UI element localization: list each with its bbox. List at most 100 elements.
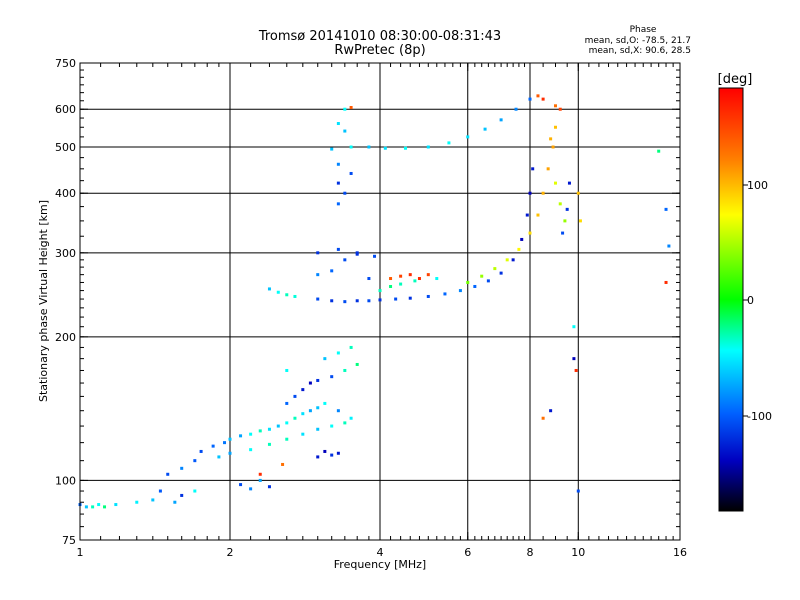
data-point	[558, 107, 562, 111]
data-point	[166, 472, 170, 476]
data-point	[572, 325, 576, 329]
data-point	[426, 294, 430, 298]
data-point	[355, 299, 359, 303]
data-point	[323, 401, 327, 405]
data-point	[316, 406, 320, 410]
data-point	[531, 167, 535, 171]
data-point	[336, 351, 340, 355]
data-point	[349, 345, 353, 349]
y-tick-label: 200	[55, 331, 76, 344]
x-tick-label: 6	[464, 546, 471, 559]
data-point	[323, 449, 327, 453]
x-tick-label: 1	[77, 546, 84, 559]
data-point	[258, 478, 262, 482]
y-tick-label: 600	[55, 103, 76, 116]
y-tick-label: 75	[62, 534, 76, 547]
data-point	[135, 500, 139, 504]
data-point	[549, 409, 553, 413]
data-point	[293, 294, 297, 298]
data-point	[330, 299, 334, 303]
data-point	[403, 146, 407, 150]
colorbar-unit-label: [deg]	[718, 72, 753, 87]
y-tick-label: 750	[55, 57, 76, 70]
colorbar	[718, 87, 744, 512]
data-point	[336, 247, 340, 251]
data-point	[293, 416, 297, 420]
data-point	[394, 297, 398, 301]
data-point	[84, 505, 88, 509]
data-point	[173, 500, 177, 504]
x-tick-label: 10	[571, 546, 585, 559]
data-point	[349, 416, 353, 420]
data-point	[336, 451, 340, 455]
data-point	[308, 381, 312, 385]
data-point	[158, 489, 162, 493]
x-tick-label: 8	[527, 546, 534, 559]
data-point	[389, 277, 393, 281]
data-point	[417, 277, 421, 281]
data-point	[316, 455, 320, 459]
data-point	[343, 129, 347, 133]
data-point	[574, 368, 578, 372]
data-point	[426, 273, 430, 277]
data-point	[267, 427, 271, 431]
data-point	[499, 118, 503, 122]
data-point	[565, 207, 569, 211]
data-point	[301, 412, 305, 416]
data-point	[525, 213, 529, 217]
data-point	[473, 284, 477, 288]
y-tick-label: 400	[55, 187, 76, 200]
data-point	[541, 416, 545, 420]
data-point	[389, 284, 393, 288]
data-point	[399, 282, 403, 286]
data-point	[316, 427, 320, 431]
data-point	[330, 424, 334, 428]
data-point	[536, 213, 540, 217]
data-point	[336, 122, 340, 126]
x-tick-label: 16	[673, 546, 687, 559]
data-point	[97, 503, 101, 507]
data-point	[373, 254, 377, 258]
data-point	[493, 267, 497, 271]
data-point	[301, 388, 305, 392]
data-point	[517, 247, 521, 251]
data-point	[239, 434, 243, 438]
data-point	[336, 181, 340, 185]
y-tick-label: 500	[55, 141, 76, 154]
data-point	[466, 135, 470, 139]
scatter-points	[78, 94, 671, 509]
data-point	[276, 290, 280, 294]
data-point	[349, 145, 353, 149]
data-point	[343, 300, 347, 304]
axis-layer: 1 2 4 6 8 10 16 75 100 200 300 400 500 600 750	[55, 57, 687, 559]
y-tick-label: 100	[55, 474, 76, 487]
data-point	[553, 125, 557, 129]
data-point	[435, 277, 439, 281]
data-point	[267, 442, 271, 446]
x-tick-label: 2	[227, 546, 234, 559]
data-point	[667, 244, 671, 248]
data-point	[180, 466, 184, 470]
data-point	[541, 97, 545, 101]
data-point	[316, 378, 320, 382]
phase-stats-x: mean, sd,X: 90.6, 28.5	[589, 46, 691, 56]
data-point	[355, 362, 359, 366]
data-point	[316, 297, 320, 301]
data-point	[349, 171, 353, 175]
data-point	[399, 274, 403, 278]
data-point	[249, 432, 253, 436]
data-point	[546, 167, 550, 171]
data-point	[223, 441, 227, 445]
data-point	[511, 258, 515, 262]
data-point	[180, 493, 184, 497]
data-point	[330, 269, 334, 273]
data-point	[330, 147, 334, 151]
data-point	[316, 273, 320, 277]
data-point	[258, 429, 262, 433]
data-point	[336, 162, 340, 166]
data-point	[536, 94, 540, 98]
data-point	[480, 274, 484, 278]
data-point	[578, 219, 582, 223]
data-point	[228, 451, 232, 455]
